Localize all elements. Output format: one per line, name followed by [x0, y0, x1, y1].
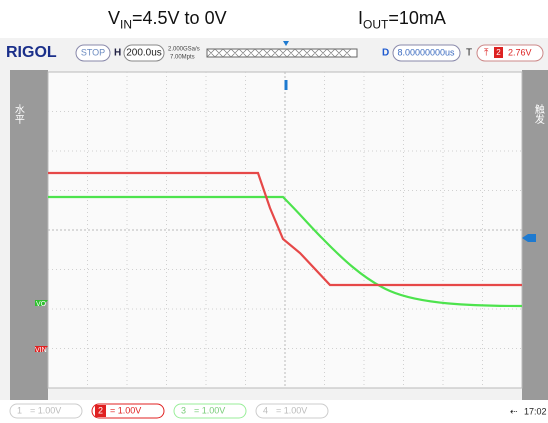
page: VIN=4.5V to 0V IOUT=10mA RIGOL STOP H 20… — [0, 0, 548, 423]
ch-num: 1 — [17, 405, 22, 415]
symbol: V — [108, 8, 120, 28]
brand: RIGOL — [6, 44, 57, 61]
side-left: 水平 — [12, 104, 24, 125]
timebase: 200.0us — [126, 48, 162, 59]
ch-scale: = 1.00V — [276, 405, 307, 415]
d-label: D — [382, 48, 389, 59]
trigger-channel: 2 — [496, 48, 501, 57]
side-right: 触发 — [532, 103, 544, 125]
trigger-level: 2.76V — [508, 47, 532, 57]
delay: 8.00000000us — [397, 47, 455, 57]
ch4: 4 = 1.00V — [256, 404, 328, 418]
vo-label: VO — [36, 301, 47, 308]
subscript: OUT — [363, 18, 388, 32]
sample-rate: 2.000GSa/s — [168, 47, 200, 53]
ch-num: 2 — [98, 405, 103, 415]
status: STOP — [81, 47, 105, 57]
ch-scale: = 1.00V — [30, 405, 61, 415]
text: =10mA — [388, 8, 446, 28]
ch-scale: = 1.00V — [194, 405, 225, 415]
scope: RIGOL STOP H 200.0us 2.000GSa/s 7.00Mpts… — [0, 38, 548, 423]
ch-num: 4 — [263, 405, 268, 415]
subscript: IN — [120, 18, 132, 32]
ch1: 1 = 1.00V — [10, 404, 82, 418]
ch3: 3 = 1.00V — [174, 404, 246, 418]
h-label: H — [114, 48, 121, 59]
ch2: 2 = 1.00V — [92, 404, 164, 418]
header-left: VIN=4.5V to 0V — [108, 8, 227, 32]
header-right: IOUT=10mA — [358, 8, 446, 32]
ch-scale: = 1.00V — [110, 405, 141, 415]
vin-label: VIN — [35, 347, 47, 354]
edge: ⤒ — [484, 48, 489, 59]
time: 17:02 — [524, 406, 547, 416]
memory: 7.00Mpts — [170, 55, 195, 61]
ch-num: 3 — [181, 405, 186, 415]
text: =4.5V to 0V — [132, 8, 227, 28]
t-label: T — [466, 48, 472, 59]
usb-icon: ⇠ — [510, 406, 518, 416]
